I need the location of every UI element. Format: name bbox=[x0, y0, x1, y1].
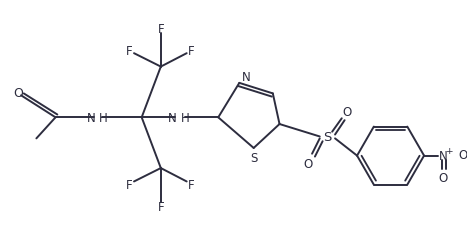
Text: F: F bbox=[157, 23, 164, 36]
Text: N: N bbox=[86, 112, 95, 124]
Text: F: F bbox=[157, 200, 164, 213]
Text: S: S bbox=[250, 152, 257, 164]
Text: H: H bbox=[181, 112, 190, 124]
Text: S: S bbox=[323, 130, 332, 143]
Text: N: N bbox=[241, 70, 250, 83]
Text: F: F bbox=[126, 178, 133, 191]
Text: O: O bbox=[343, 106, 352, 118]
Text: F: F bbox=[188, 45, 195, 58]
Text: O: O bbox=[13, 86, 23, 100]
Text: F: F bbox=[126, 45, 133, 58]
Text: H: H bbox=[99, 112, 107, 124]
Text: +: + bbox=[445, 147, 453, 156]
Text: F: F bbox=[188, 178, 195, 191]
Text: N: N bbox=[168, 112, 177, 124]
Text: N: N bbox=[439, 150, 447, 162]
Text: O: O bbox=[304, 157, 313, 170]
Text: O: O bbox=[439, 172, 448, 184]
Text: O: O bbox=[459, 148, 467, 162]
